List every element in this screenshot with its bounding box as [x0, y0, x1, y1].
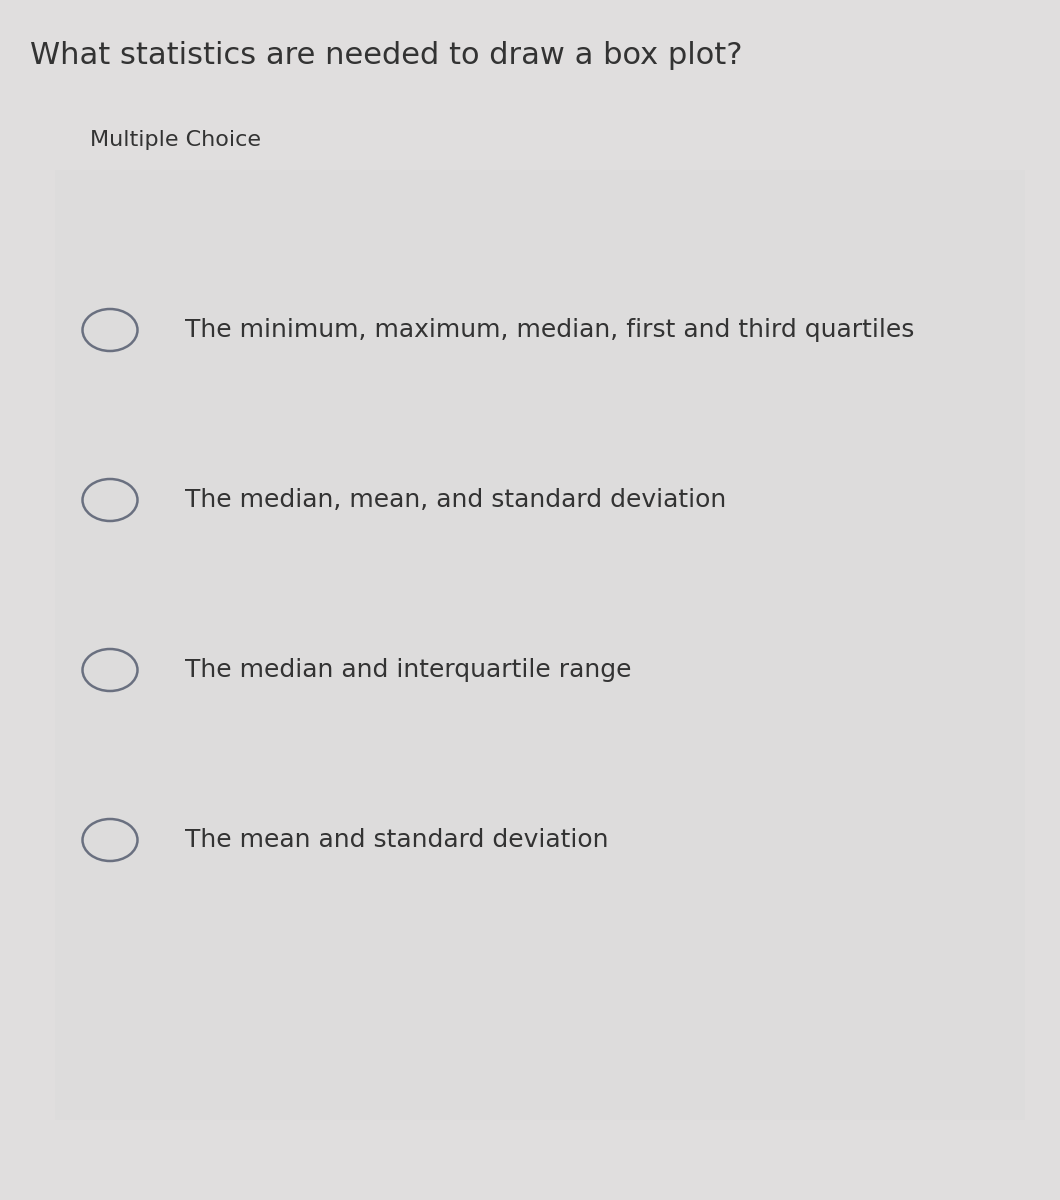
Text: The median and interquartile range: The median and interquartile range	[186, 658, 632, 682]
Text: What statistics are needed to draw a box plot?: What statistics are needed to draw a box…	[30, 41, 742, 70]
Text: The minimum, maximum, median, first and third quartiles: The minimum, maximum, median, first and …	[186, 318, 915, 342]
Text: Multiple Choice: Multiple Choice	[90, 130, 261, 150]
Text: The mean and standard deviation: The mean and standard deviation	[186, 828, 608, 852]
Text: The median, mean, and standard deviation: The median, mean, and standard deviation	[186, 488, 726, 512]
FancyBboxPatch shape	[55, 170, 1025, 1120]
